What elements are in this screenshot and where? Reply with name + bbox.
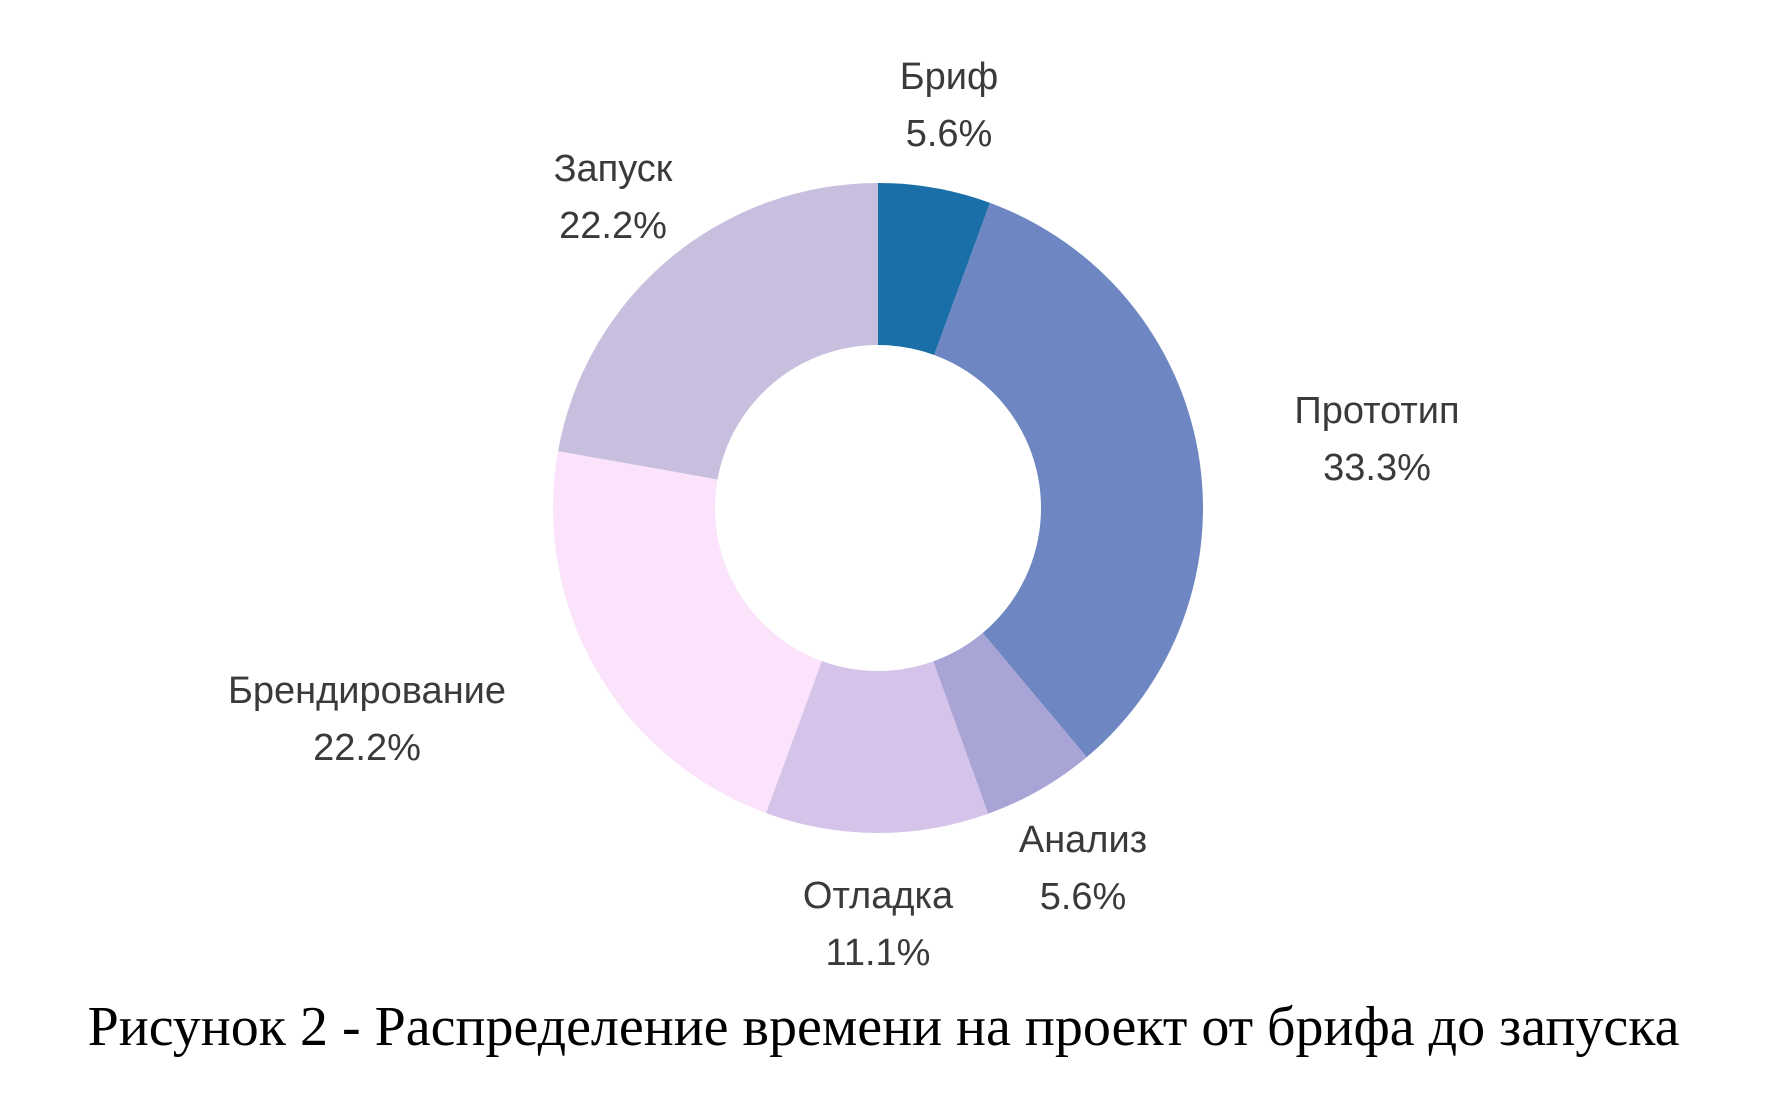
donut-slice-6 <box>558 183 878 480</box>
slice-value-label: 22.2% <box>313 727 421 769</box>
slice-category-label: Прототип <box>1294 390 1459 432</box>
slice-category-label: Запуск <box>554 148 673 190</box>
slice-category-label: Бриф <box>900 56 999 98</box>
slice-value-label: 5.6% <box>906 113 993 155</box>
donut-slice-2 <box>934 202 1203 758</box>
slice-value-label: 11.1% <box>826 932 931 974</box>
donut-slice-4 <box>765 661 989 834</box>
donut-slice-5 <box>553 451 822 814</box>
figure-caption: Рисунок 2 - Распределение времени на про… <box>87 996 1680 1058</box>
slice-value-label: 33.3% <box>1323 447 1431 489</box>
donut-slice-1 <box>878 183 991 355</box>
slice-category-label: Анализ <box>1019 819 1147 861</box>
slice-value-label: 22.2% <box>559 205 667 247</box>
slice-value-label: 5.6% <box>1040 876 1127 918</box>
slice-category-label: Отладка <box>803 875 954 917</box>
donut-slice-3 <box>933 632 1087 814</box>
slice-category-label: Брендирование <box>228 670 506 712</box>
